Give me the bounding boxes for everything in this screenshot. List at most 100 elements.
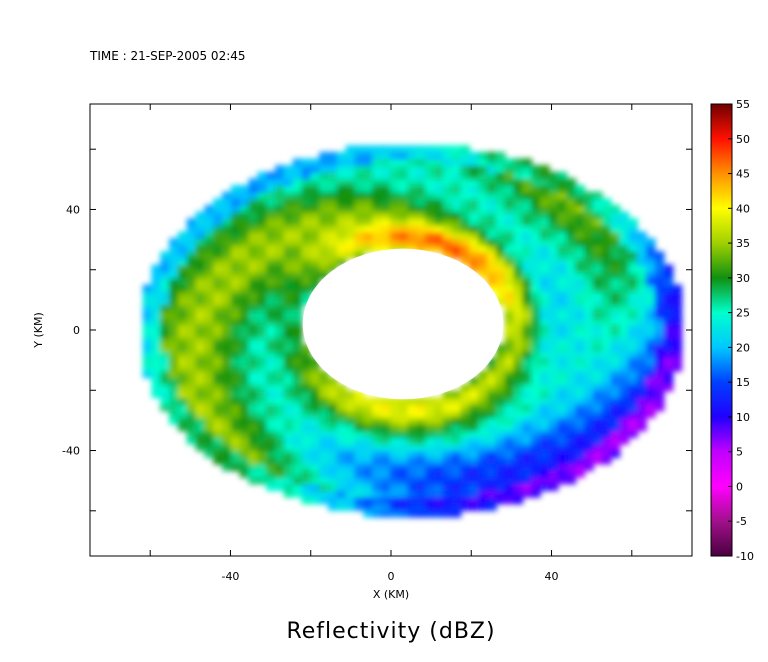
reflectivity-cell [539,370,550,379]
reflectivity-cell [380,224,391,233]
reflectivity-cell [592,364,603,372]
reflectivity-cell [310,483,321,492]
reflectivity-cell [557,410,568,419]
reflectivity-cell [628,330,639,339]
reflectivity-cell [380,410,391,419]
reflectivity-cell [663,291,674,299]
reflectivity-cell [548,410,559,419]
reflectivity-cell [266,251,277,259]
reflectivity-cell [654,357,665,366]
reflectivity-cell [442,483,453,492]
reflectivity-cell [239,350,250,359]
reflectivity-cell [336,171,347,180]
reflectivity-cell [380,145,391,153]
reflectivity-cell [601,383,612,392]
reflectivity-cell [416,238,427,246]
reflectivity-cell [504,204,515,213]
reflectivity-cell [433,503,444,511]
reflectivity-cell [504,178,515,187]
reflectivity-cell [672,284,683,293]
reflectivity-cell [327,257,338,266]
reflectivity-cell [257,324,268,332]
reflectivity-cell [619,257,630,266]
reflectivity-cell [169,277,179,286]
reflectivity-cell [672,324,683,332]
reflectivity-cell [319,476,329,485]
reflectivity-cell [389,509,400,518]
reflectivity-cell [504,443,515,452]
reflectivity-cell [425,231,435,240]
reflectivity-cell [336,244,347,253]
reflectivity-cell [257,443,268,452]
reflectivity-cell [213,304,224,313]
reflectivity-cell [213,397,224,405]
reflectivity-cell [363,483,374,492]
reflectivity-cell [478,171,488,180]
reflectivity-cell [301,185,312,193]
reflectivity-cell [548,231,559,240]
reflectivity-cell [513,324,524,332]
reflectivity-cell [619,218,630,226]
reflectivity-cell [539,403,550,412]
reflectivity-cell [398,198,409,206]
reflectivity-cell [354,185,365,193]
reflectivity-cell [169,317,179,326]
reflectivity-cell [389,158,400,167]
reflectivity-cell [283,198,294,206]
reflectivity-cell [248,470,259,478]
reflectivity-cell [442,211,453,220]
reflectivity-cell [266,483,277,492]
reflectivity-cell [266,476,277,485]
reflectivity-cell [610,311,621,319]
reflectivity-cell [478,204,488,213]
reflectivity-cell [195,251,206,259]
reflectivity-cell [672,344,683,352]
reflectivity-cell [213,436,224,445]
reflectivity-cell [451,231,462,240]
reflectivity-cell [522,244,533,253]
reflectivity-cell [239,271,250,279]
reflectivity-cell [336,224,347,233]
reflectivity-cell [257,244,268,253]
reflectivity-cell [584,436,594,445]
reflectivity-cell [619,330,630,339]
reflectivity-cell [177,383,188,392]
reflectivity-cell [451,503,462,511]
reflectivity-cell [204,264,215,273]
reflectivity-cell [160,257,171,266]
reflectivity-cell [336,218,347,226]
reflectivity-cell [433,397,444,405]
reflectivity-cell [327,390,338,399]
reflectivity-cell [478,383,488,392]
reflectivity-cell [645,370,656,379]
reflectivity-cell [310,490,321,498]
reflectivity-cell [327,185,338,193]
reflectivity-cell [275,463,285,472]
reflectivity-cell [248,284,259,293]
reflectivity-cell [310,238,321,246]
reflectivity-cell [433,204,444,213]
reflectivity-cell [327,231,338,240]
reflectivity-cell [169,370,179,379]
reflectivity-cell [266,231,277,240]
reflectivity-cell [478,251,488,259]
reflectivity-cell [380,204,391,213]
reflectivity-cell [177,238,188,246]
reflectivity-cell [257,311,268,319]
reflectivity-cell [584,403,594,412]
reflectivity-cell [275,344,285,352]
reflectivity-cell [531,185,541,193]
reflectivity-cell [177,337,188,346]
reflectivity-cell [310,178,321,187]
reflectivity-cell [380,503,391,511]
reflectivity-cell [495,430,506,438]
reflectivity-cell [213,417,224,425]
reflectivity-cell [531,390,541,399]
reflectivity-cell [628,238,639,246]
reflectivity-cell [637,264,647,273]
reflectivity-cell [575,291,586,299]
reflectivity-cell [433,423,444,432]
reflectivity-cell [257,370,268,379]
reflectivity-cell [460,443,471,452]
reflectivity-cell [266,397,277,405]
